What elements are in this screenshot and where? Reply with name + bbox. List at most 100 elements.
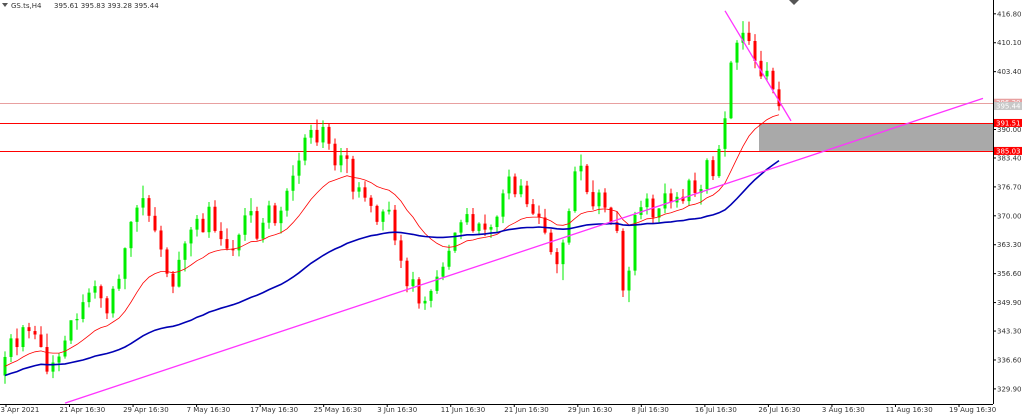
candle-body xyxy=(51,362,55,372)
candle-body xyxy=(189,229,193,244)
candle-body xyxy=(609,207,613,223)
x-tick-label: 26 Jul 16:30 xyxy=(758,406,800,414)
candle-body xyxy=(327,126,331,144)
candle xyxy=(531,198,535,215)
candle xyxy=(741,21,745,50)
y-tick-label: 343.30 xyxy=(997,328,1022,336)
candle-body xyxy=(705,160,709,190)
candle xyxy=(591,180,595,210)
candle-body xyxy=(297,160,301,176)
candle xyxy=(15,328,19,356)
candle xyxy=(339,148,343,173)
candle xyxy=(465,208,469,225)
trendline-support[interactable] xyxy=(64,97,984,404)
candle-body xyxy=(537,213,541,218)
x-tick-label: 8 Jul 16:30 xyxy=(631,406,669,414)
candle xyxy=(153,207,157,233)
candle xyxy=(345,148,349,174)
candle xyxy=(663,183,667,214)
y-tick-label: 383.40 xyxy=(997,154,1022,162)
candle xyxy=(687,178,691,206)
x-tick-label: 16 Jul 16:30 xyxy=(695,406,737,414)
candle-body xyxy=(693,180,697,193)
candle xyxy=(315,119,319,146)
candle-body xyxy=(441,266,445,277)
candle-body xyxy=(777,89,781,107)
y-tick-label: 363.30 xyxy=(997,241,1022,249)
candle-body xyxy=(393,209,397,241)
candle-body xyxy=(135,207,139,222)
candle xyxy=(723,111,727,157)
candle-body xyxy=(579,165,583,172)
candle-body xyxy=(255,211,259,239)
ohlc-label: 395.61 395.83 393.28 395.44 xyxy=(54,2,159,10)
candle xyxy=(645,193,649,215)
candle xyxy=(747,21,751,45)
candle xyxy=(291,165,295,201)
candle-body xyxy=(459,222,463,233)
candle xyxy=(57,353,61,372)
candle-body xyxy=(657,208,661,218)
candle-body xyxy=(363,187,367,198)
candle xyxy=(363,181,367,202)
candle xyxy=(567,208,571,245)
candle xyxy=(63,335,67,359)
candle xyxy=(405,257,409,293)
candle-body xyxy=(573,171,577,212)
candle-body xyxy=(615,222,619,231)
candle xyxy=(93,280,97,299)
candle-body xyxy=(177,259,181,287)
candle xyxy=(159,225,163,257)
candle xyxy=(537,205,541,225)
candle xyxy=(561,239,565,281)
candle-body xyxy=(555,252,559,265)
candle xyxy=(189,227,193,257)
candle-body xyxy=(585,165,589,193)
candle xyxy=(195,214,199,237)
candle xyxy=(81,294,85,323)
candle-body xyxy=(759,60,763,77)
candle xyxy=(627,266,631,303)
candle-body xyxy=(171,273,175,287)
candle-body xyxy=(375,205,379,222)
candle xyxy=(99,284,103,308)
candle-body xyxy=(645,198,649,208)
candle xyxy=(513,173,517,198)
candle xyxy=(297,152,301,184)
price-tag-box xyxy=(994,102,1022,111)
candle xyxy=(579,154,583,181)
candle-body xyxy=(183,243,187,260)
candlestick-series xyxy=(3,21,781,384)
candle-body xyxy=(387,209,391,212)
candle-body xyxy=(105,298,109,314)
scroll-marker-icon[interactable] xyxy=(789,0,799,5)
x-tick-label: 25 May 16:30 xyxy=(314,406,362,414)
plot-area xyxy=(0,0,993,404)
candle-body xyxy=(663,193,667,209)
candle xyxy=(507,169,511,200)
candle xyxy=(219,222,223,246)
candle-body xyxy=(507,176,511,194)
chevron-down-icon[interactable] xyxy=(2,3,8,7)
price-axis: 416.80 410.10 403.40 390.00 383.40 376.70 370.… xyxy=(993,10,1022,393)
candle xyxy=(21,325,25,352)
candle xyxy=(237,233,241,257)
candle-body xyxy=(123,248,127,279)
x-tick-label: 3 Aug 16:30 xyxy=(822,406,865,414)
candle-body xyxy=(117,278,121,289)
trendline-resistance[interactable] xyxy=(724,10,792,122)
candle xyxy=(399,234,403,269)
candle-body xyxy=(621,230,625,291)
x-tick-label: 21 Jun 16:30 xyxy=(504,406,548,414)
candle xyxy=(201,213,205,233)
candle-body xyxy=(201,218,205,233)
candle xyxy=(309,124,313,144)
candle xyxy=(207,202,211,238)
candle xyxy=(273,202,277,226)
candle-body xyxy=(69,320,73,341)
candle xyxy=(417,277,421,309)
x-tick-label: 17 May 16:30 xyxy=(250,406,298,414)
candle xyxy=(303,134,307,166)
y-tick-label: 356.60 xyxy=(997,270,1022,278)
